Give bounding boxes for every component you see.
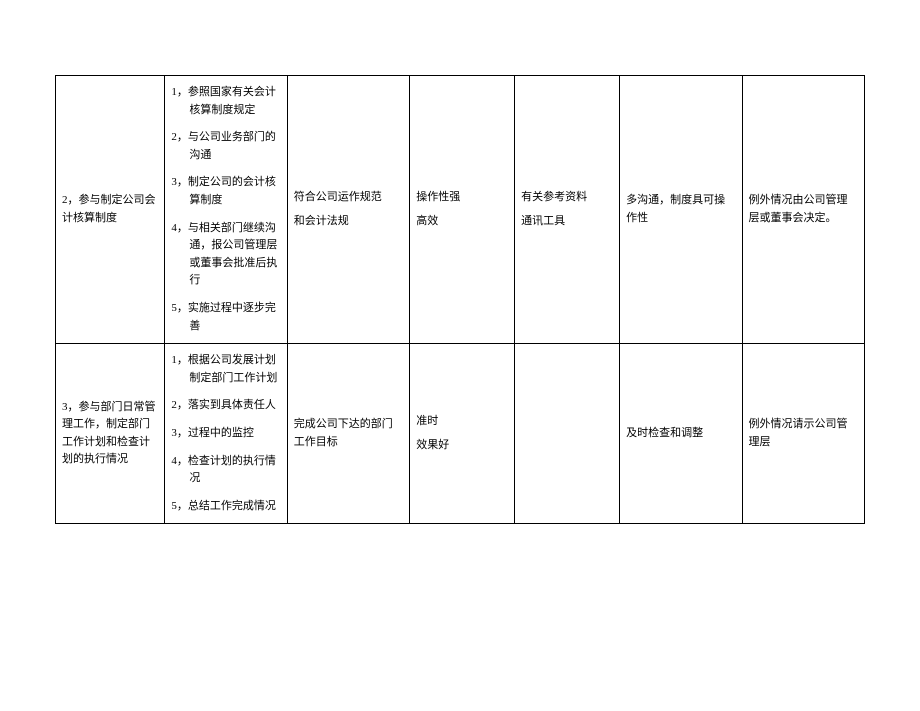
table-row: 2，参与制定公司会计核算制度 1，参照国家有关会计核算制度规定 2，与公司业务部…: [56, 76, 865, 344]
step-item: 4，与相关部门继续沟通，报公司管理层或董事会批准后执行: [171, 220, 280, 290]
quality-line: 效果好: [416, 437, 508, 455]
document-table: 2，参与制定公司会计核算制度 1，参照国家有关会计核算制度规定 2，与公司业务部…: [55, 75, 865, 524]
step-item: 5，实施过程中逐步完善: [171, 300, 280, 335]
step-item: 3，制定公司的会计核算制度: [171, 174, 280, 209]
criteria-line: 符合公司运作规范: [294, 189, 403, 207]
cell-resources: [515, 344, 620, 524]
step-item: 2，与公司业务部门的沟通: [171, 129, 280, 164]
criteria-line: 完成公司下达的部门工作目标: [294, 416, 403, 451]
cell-steps: 1，参照国家有关会计核算制度规定 2，与公司业务部门的沟通 3，制定公司的会计核…: [165, 76, 287, 344]
cell-exception: 例外情况请示公司管理层: [742, 344, 864, 524]
cell-quality: 操作性强 高效: [410, 76, 515, 344]
step-item: 5，总结工作完成情况: [171, 498, 280, 516]
step-item: 3，过程中的监控: [171, 425, 280, 443]
cell-resources: 有关参考资料 通讯工具: [515, 76, 620, 344]
cell-task: 2，参与制定公司会计核算制度: [56, 76, 165, 344]
cell-notes: 及时检查和调整: [620, 344, 742, 524]
cell-task: 3，参与部门日常管理工作，制定部门工作计划和检查计划的执行情况: [56, 344, 165, 524]
step-item: 4，检查计划的执行情况: [171, 453, 280, 488]
step-item: 1，参照国家有关会计核算制度规定: [171, 84, 280, 119]
quality-line: 高效: [416, 213, 508, 231]
cell-quality: 准时 效果好: [410, 344, 515, 524]
criteria-line: 和会计法规: [294, 213, 403, 231]
cell-notes: 多沟通，制度具可操作性: [620, 76, 742, 344]
cell-steps: 1，根据公司发展计划制定部门工作计划 2，落实到具体责任人 3，过程中的监控 4…: [165, 344, 287, 524]
table-row: 3，参与部门日常管理工作，制定部门工作计划和检查计划的执行情况 1，根据公司发展…: [56, 344, 865, 524]
resource-line: 有关参考资料: [521, 189, 613, 207]
step-item: 1，根据公司发展计划制定部门工作计划: [171, 352, 280, 387]
cell-exception: 例外情况由公司管理层或董事会决定。: [742, 76, 864, 344]
resource-line: 通讯工具: [521, 213, 613, 231]
step-item: 2，落实到具体责任人: [171, 397, 280, 415]
quality-line: 准时: [416, 413, 508, 431]
cell-criteria: 完成公司下达的部门工作目标: [287, 344, 409, 524]
cell-criteria: 符合公司运作规范 和会计法规: [287, 76, 409, 344]
quality-line: 操作性强: [416, 189, 508, 207]
